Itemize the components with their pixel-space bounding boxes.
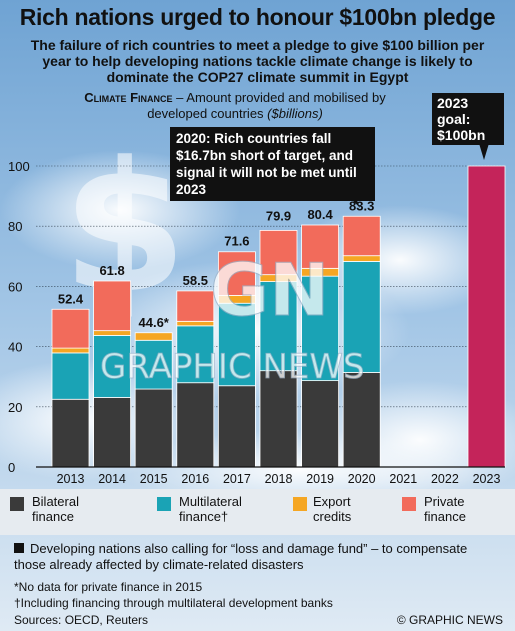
footnote-2015: *No data for private finance in 2015 [14,580,203,594]
bar-segment-2016-3 [176,290,215,322]
bar-segment-2013-0 [51,398,90,468]
x-tick-label-2016: 2016 [181,472,209,486]
total-label-2018: 79.9 [266,209,291,224]
y-tick-label: 100 [8,159,30,174]
bar-segment-2017-3 [217,251,256,296]
x-tick-label-2023: 2023 [473,472,501,486]
bar-segment-2016-0 [176,382,215,468]
bar-segment-2014-1 [93,335,131,398]
watermark-logo: GN [210,248,329,332]
watermark-text: GRAPHIC NEWS [100,347,365,387]
total-labels: 52.461.844.6*58.571.679.9 80.483.3 [58,198,375,329]
bar-segment-2018-1 [259,281,298,372]
footnote-multilateral: †Including financing through multilatera… [14,596,333,610]
watermark: GN GRAPHIC NEWS [100,248,365,388]
legend-label-export: Export credits [313,494,352,524]
bar-segment-2020-1 [342,261,381,373]
y-tick-label: 20 [8,400,22,415]
bar-segment-2013-3 [51,308,90,349]
y-axis: 0 20 40 60 80 100 [8,159,30,475]
bar-segment-2020-2 [342,255,381,262]
bar-segment-2015-0 [134,388,173,468]
x-tick-label-2014: 2014 [98,472,126,486]
x-axis: 2013 2014 2015 2016 2017 2018 2019 2020 2021 2022… [36,466,505,486]
x-tick-label-2013: 2013 [57,472,85,486]
x-tick-label-2015: 2015 [140,472,168,486]
caption-text: – Amount provided and mobilised by devel… [147,90,386,121]
bar-segment-2014-0 [93,397,131,468]
total-label-2015: 44.6* [139,315,170,330]
bar-segment-2013-1 [51,352,90,400]
bar-segment-2019-0 [301,380,340,468]
bar-segment-2015-2 [134,332,173,341]
sources: Sources: OECD, Reuters [14,613,149,627]
bar-segment-2016-2 [176,320,215,327]
bullet-square-icon [14,543,24,553]
total-label-2017: 71.6 [224,233,249,248]
x-tick-label-2020: 2020 [348,472,376,486]
legend-label-bilateral: Bilateral finance [32,494,79,524]
bar-segment-2017-1 [217,302,256,387]
y-tick-label: 40 [8,340,22,355]
legend-label-private: Private finance [424,494,466,524]
bar-segment-2017-0 [217,385,256,468]
total-label-2016: 58.5 [183,273,208,288]
loss-damage-note: Developing nations also calling for “los… [14,541,468,572]
x-tick-label-2022: 2022 [431,472,459,486]
x-tick-label-2019: 2019 [306,472,334,486]
total-label-2013: 52.4 [58,291,84,306]
y-tick-label: 80 [8,219,22,234]
bar-segment-2020-3 [342,215,381,257]
total-label-2014: 61.8 [99,263,124,278]
bar-segment-2013-2 [51,347,90,354]
credit: © GRAPHIC NEWS [396,613,503,627]
x-tick-label-2017: 2017 [223,472,251,486]
goal-bar-2023 [467,165,506,468]
y-tick-label: 0 [8,460,15,475]
page-title: Rich nations urged to honour $100bn pled… [19,4,496,30]
x-tick-label-2018: 2018 [265,472,293,486]
caption-unit: ($billions) [267,106,323,121]
bar-segment-2014-2 [93,330,131,336]
annotation-2020: 2020: Rich countries fall $16.7bn short … [170,127,375,201]
annotation-2023-goal: 2023 goal: $100bn [432,93,504,145]
bar-segment-2019-3 [301,224,340,269]
bar-segment-2014-3 [93,280,131,332]
bar-segment-2016-1 [176,325,215,384]
total-label-2019: 80.4 [307,207,333,222]
bar-segment-2018-3 [259,230,298,276]
legend [0,489,515,535]
caption-label: Climate Finance [84,90,173,105]
page-subtitle: The failure of rich countries to meet a … [30,37,485,85]
chart-caption: Climate Finance – Amount provided and mo… [70,90,400,122]
y-tick-label: 60 [8,279,22,294]
legend-swatch-bilateral [10,497,24,511]
legend-label-multilateral: Multilateral finance† [179,494,242,524]
legend-swatch-multilateral [157,497,171,511]
bar-segment-2018-0 [259,370,298,468]
bars [51,165,506,468]
bar-segment-2020-0 [342,372,381,468]
legend-swatch-export [293,497,307,511]
x-tick-label-2021: 2021 [389,472,417,486]
legend-swatch-private [402,497,416,511]
